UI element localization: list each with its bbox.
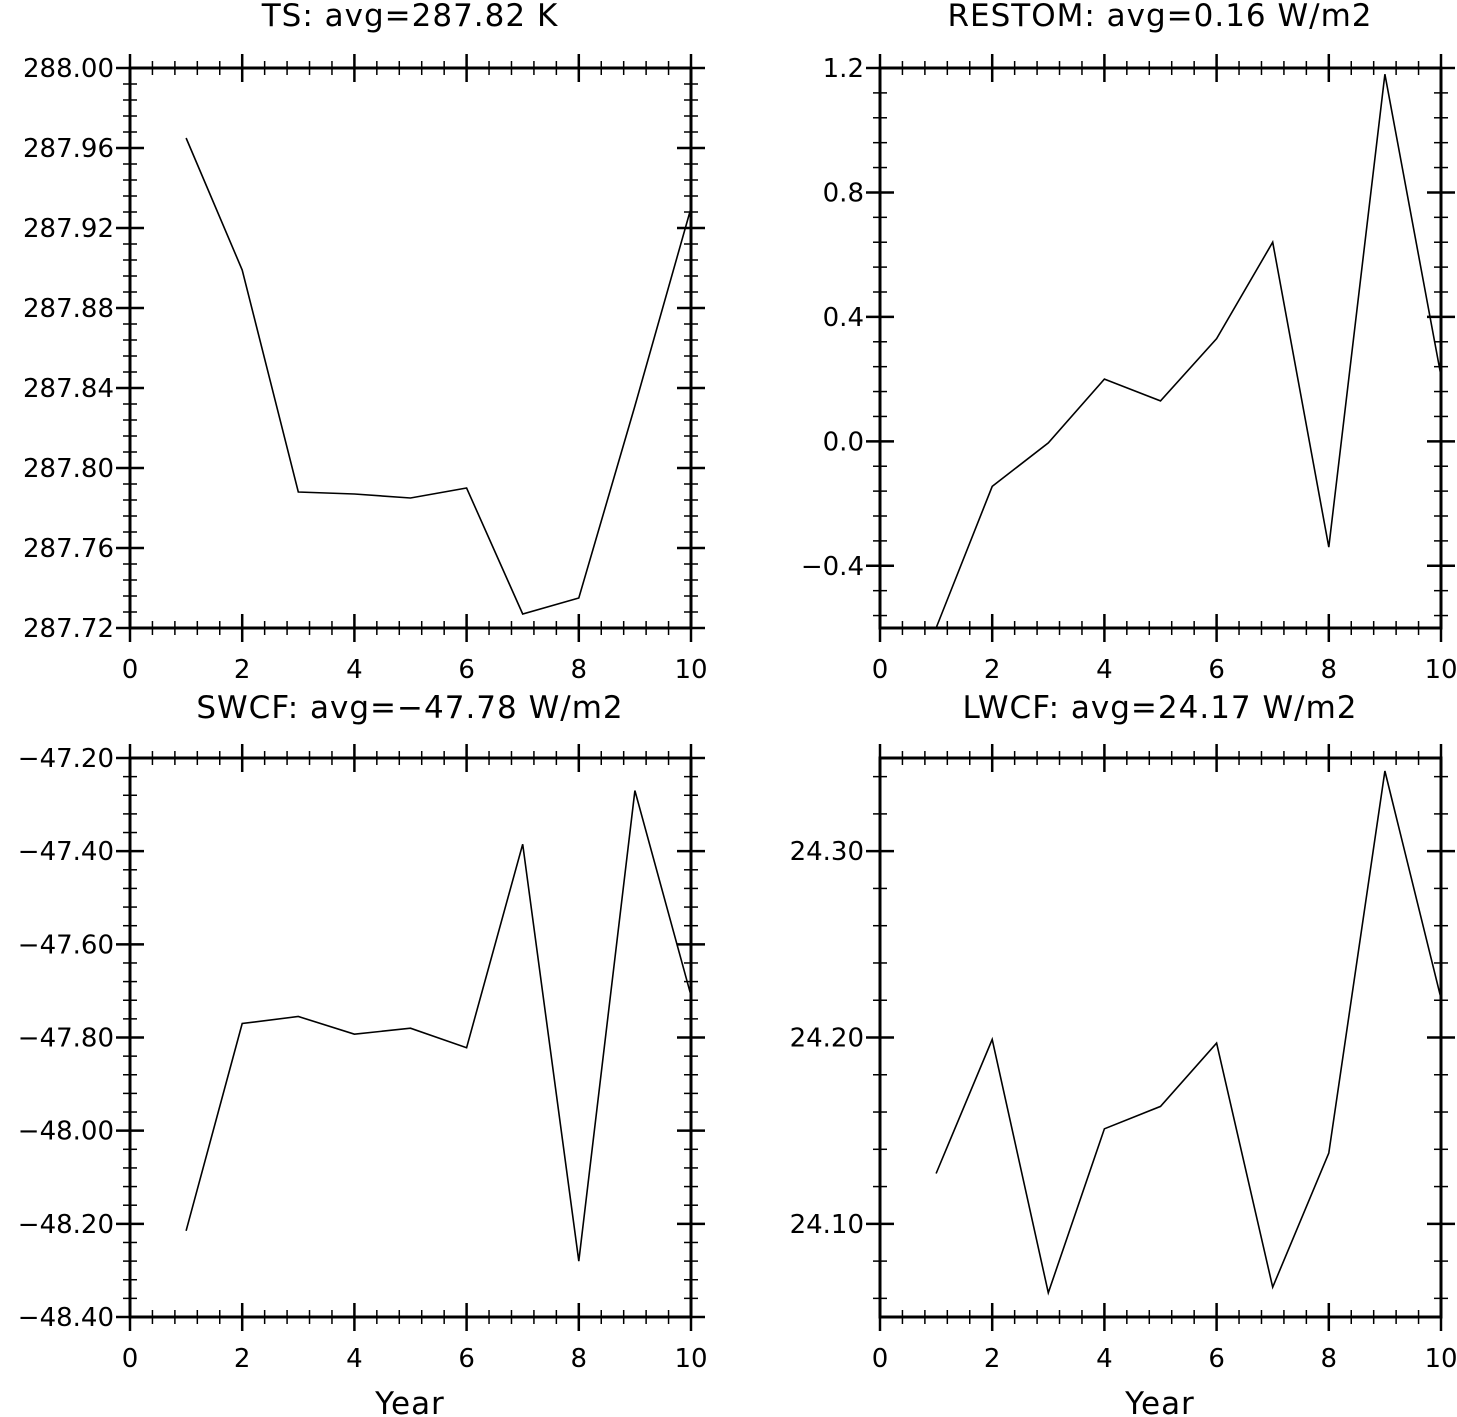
series-line xyxy=(185,790,692,1262)
x-tick-label: 6 xyxy=(458,1344,475,1374)
x-tick-label: 0 xyxy=(122,1344,139,1374)
x-axis-label: Year xyxy=(1124,1386,1195,1417)
x-tick-label: 4 xyxy=(1096,1344,1113,1374)
x-tick-label: 6 xyxy=(1208,1344,1225,1374)
x-tick-label: 6 xyxy=(458,655,475,685)
panel-title: RESTOM: avg=0.16 W/m2 xyxy=(947,0,1372,34)
panel-restom: RESTOM: avg=0.16 W/m2 −0.4 0.0 0.4 0.8 1.2 0 2… xyxy=(801,0,1457,685)
y-tick-label: 287.80 xyxy=(23,454,114,484)
y-tick-label: −47.20 xyxy=(18,744,114,774)
x-tick-label: 8 xyxy=(1321,1344,1338,1374)
y-tick-label: 24.30 xyxy=(790,837,864,867)
y-tick-label: 287.76 xyxy=(23,534,114,564)
y-tick-label: −47.40 xyxy=(18,837,114,867)
x-tick-label: 10 xyxy=(674,655,707,685)
x-tick-label: 8 xyxy=(1321,655,1338,685)
panel-swcf: SWCF: avg=−47.78 W/m2 Year −48.40 −48.20 −… xyxy=(18,690,708,1417)
y-tick-label: 0.0 xyxy=(823,427,864,457)
y-tick-label: −48.00 xyxy=(18,1117,114,1147)
y-tick-label: 287.72 xyxy=(23,614,114,644)
panel-title: SWCF: avg=−47.78 W/m2 xyxy=(196,690,623,726)
y-tick-label: 0.4 xyxy=(823,303,864,333)
panel-ts: TS: avg=287.82 K 287.72 287.76 287.80 287.8… xyxy=(23,0,708,685)
y-tick-label: 287.84 xyxy=(23,374,114,404)
y-tick-label: 24.20 xyxy=(790,1024,864,1054)
y-tick-label: −48.40 xyxy=(18,1303,114,1333)
panel-title: LWCF: avg=24.17 W/m2 xyxy=(962,690,1357,726)
x-tick-label: 8 xyxy=(571,655,588,685)
plot-frame xyxy=(878,66,1443,630)
plot-frame xyxy=(878,756,1443,1319)
series-line xyxy=(185,137,692,615)
y-tick-label: 287.92 xyxy=(23,214,114,244)
x-tick-label: 2 xyxy=(984,1344,1001,1374)
x-tick-label: 10 xyxy=(1424,1344,1457,1374)
plot-frame xyxy=(128,66,693,630)
panel-title: TS: avg=287.82 K xyxy=(261,0,559,34)
x-tick-label: 4 xyxy=(346,655,363,685)
y-tick-label: 0.8 xyxy=(823,178,864,208)
y-tick-label: 24.10 xyxy=(790,1210,864,1240)
x-tick-label: 10 xyxy=(674,1344,707,1374)
x-tick-label: 8 xyxy=(571,1344,588,1374)
y-tick-label: −0.4 xyxy=(801,552,864,582)
y-tick-label: 287.96 xyxy=(23,134,114,164)
x-axis-label: Year xyxy=(374,1386,445,1417)
series-line xyxy=(935,74,1442,629)
plot-frame xyxy=(128,756,693,1319)
x-tick-label: 4 xyxy=(346,1344,363,1374)
series-line xyxy=(935,770,1442,1296)
x-tick-label: 0 xyxy=(122,655,139,685)
y-tick-label: −48.20 xyxy=(18,1210,114,1240)
x-tick-label: 0 xyxy=(872,1344,889,1374)
x-tick-label: 0 xyxy=(872,655,889,685)
x-tick-label: 2 xyxy=(984,655,1001,685)
y-tick-label: −47.80 xyxy=(18,1024,114,1054)
x-tick-label: 2 xyxy=(234,1344,251,1374)
x-tick-label: 10 xyxy=(1424,655,1457,685)
y-tick-label: 287.88 xyxy=(23,294,114,324)
panel-lwcf: LWCF: avg=24.17 W/m2 Year 24.10 24.20 24.3… xyxy=(790,690,1457,1417)
x-tick-label: 2 xyxy=(234,655,251,685)
y-tick-label: −47.60 xyxy=(18,930,114,960)
x-tick-label: 4 xyxy=(1096,655,1113,685)
x-tick-label: 6 xyxy=(1208,655,1225,685)
y-tick-label: 1.2 xyxy=(823,54,864,84)
y-tick-label: 288.00 xyxy=(23,54,114,84)
